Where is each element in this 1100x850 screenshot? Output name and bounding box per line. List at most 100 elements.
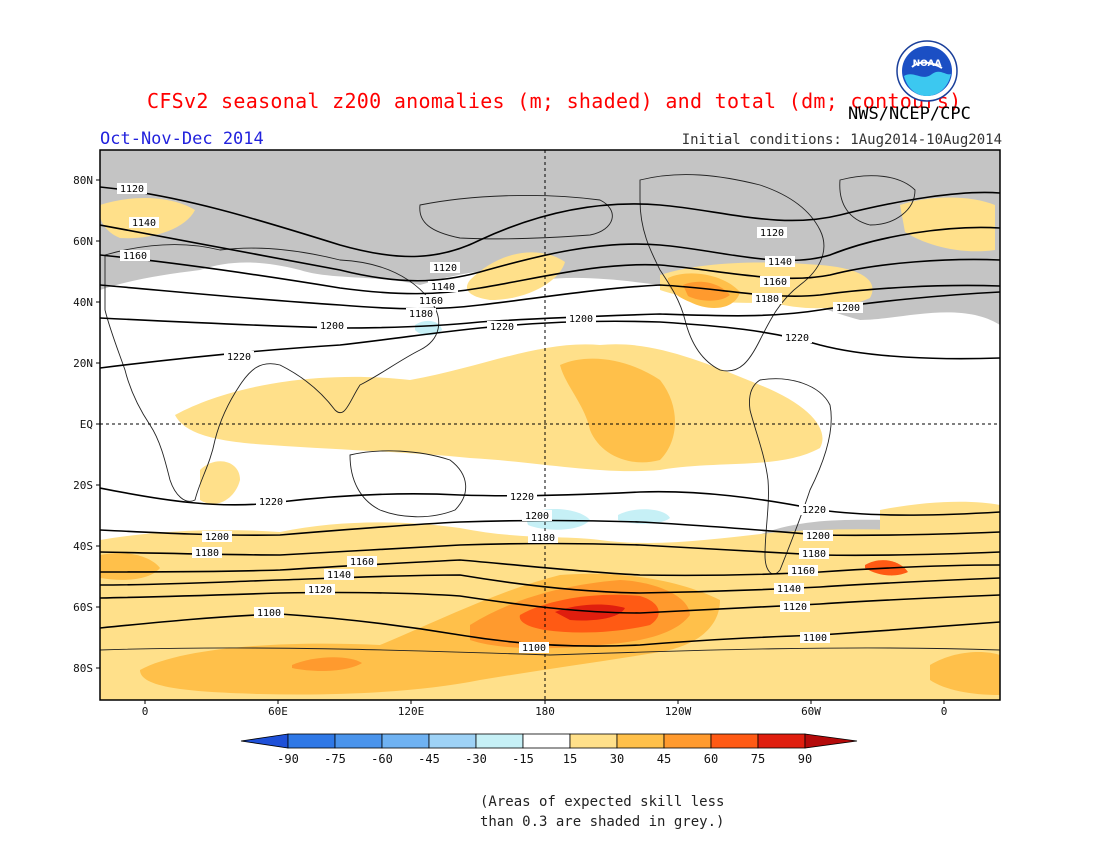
noaa-logo-text: NOAA [913, 59, 942, 69]
contour-label-text: 1160 [350, 557, 374, 568]
colorbar-label: 45 [657, 752, 671, 766]
colorbar-arrow-right [804, 733, 858, 749]
contour-label-text: 1200 [569, 314, 593, 325]
colorbar-label: -60 [371, 752, 393, 766]
lat-label: EQ [80, 418, 93, 431]
colorbar-box [381, 733, 430, 749]
skill-footnote-line2: than 0.3 are shaded in grey.) [480, 814, 725, 830]
contour-label-text: 1160 [791, 566, 815, 577]
contour-label: 1180 [799, 548, 829, 560]
lat-label: 20N [73, 357, 93, 370]
colorbar-box [616, 733, 665, 749]
colorbar-box [569, 733, 618, 749]
lat-label: 80S [73, 662, 93, 675]
skill-footnote-line1: (Areas of expected skill less [480, 794, 725, 810]
contour-label-text: 1100 [803, 633, 827, 644]
contour-label: 1180 [406, 308, 436, 320]
contour-label-text: 1180 [195, 548, 219, 559]
contour-label-text: 1180 [531, 533, 555, 544]
contour-label: 1200 [317, 320, 347, 332]
contour-label: 1140 [129, 217, 159, 229]
contour-label-text: 1180 [409, 309, 433, 320]
contour-label: 1120 [430, 262, 460, 274]
lat-label: 60S [73, 601, 93, 614]
contour-label: 1160 [347, 556, 377, 568]
contour-label-text: 1200 [525, 511, 549, 522]
colorbar-labels: -90 -75 -60 -45 -30 -15 15 30 45 60 75 9… [277, 752, 812, 766]
colorbar-box [710, 733, 759, 749]
contour-label-text: 1160 [123, 251, 147, 262]
contour-label-text: 1120 [783, 602, 807, 613]
lat-label: 20S [73, 479, 93, 492]
colorbar-label: 60 [704, 752, 718, 766]
contour-label-text: 1220 [490, 322, 514, 333]
agency-label: NWS/NCEP/CPC [848, 104, 971, 124]
contour-label: 1100 [800, 632, 830, 644]
lat-label: 40N [73, 296, 93, 309]
contour-label: 1120 [305, 584, 335, 596]
colorbar-box [475, 733, 524, 749]
colorbar-box [757, 733, 806, 749]
contour-label: 1160 [760, 276, 790, 288]
contour-label: 1140 [324, 569, 354, 581]
contour-label: 1100 [519, 642, 549, 654]
colorbar-box [334, 733, 383, 749]
contour-label: 1120 [117, 183, 147, 195]
anomaly-darkred-south [555, 604, 625, 621]
colorbar-label: -75 [324, 752, 346, 766]
anomaly-orange-southeast [930, 652, 1000, 695]
colorbar-label: -45 [418, 752, 440, 766]
colorbar-boxes [240, 733, 858, 749]
contour-label: 1140 [428, 281, 458, 293]
lat-label: 40S [73, 540, 93, 553]
contour-1120-north [100, 186, 1000, 258]
anomaly-yellow-africa [200, 461, 240, 504]
contour-label: 1220 [782, 332, 812, 344]
contour-label: 1100 [254, 607, 284, 619]
contour-label: 1120 [757, 227, 787, 239]
contour-label-text: 1180 [755, 294, 779, 305]
noaa-logo: NOAA [896, 40, 958, 102]
chart-title: CFSv2 seasonal z200 anomalies (m; shaded… [147, 89, 962, 113]
anomaly-darkorange-northeast-pacific [683, 281, 730, 301]
contour-label: 1200 [833, 302, 863, 314]
colorbar-label: -30 [465, 752, 487, 766]
contour-label: 1220 [799, 504, 829, 516]
colorbar-arrow-left [240, 733, 289, 749]
contour-label-text: 1160 [419, 296, 443, 307]
contour-label-text: 1140 [777, 584, 801, 595]
contour-label: 1200 [803, 530, 833, 542]
contour-label-text: 1120 [308, 585, 332, 596]
contour-label-text: 1200 [806, 531, 830, 542]
contour-label-text: 1100 [522, 643, 546, 654]
contour-label: 1220 [224, 351, 254, 363]
contour-label-text: 1120 [433, 263, 457, 274]
colorbar: -90 -75 -60 -45 -30 -15 15 30 45 60 75 9… [240, 733, 858, 766]
colorbar-box [428, 733, 477, 749]
initial-conditions-label: Initial conditions: 1Aug2014-10Aug2014 [681, 132, 1002, 148]
contour-label-text: 1140 [768, 257, 792, 268]
contour-label: 1180 [192, 547, 222, 559]
contour-label: 1160 [788, 565, 818, 577]
contour-label-text: 1160 [763, 277, 787, 288]
latitude-axis: 80N 60N 40N 20N EQ 20S 40S 60S 80S [73, 174, 100, 675]
contour-label-text: 1100 [257, 608, 281, 619]
season-label: Oct-Nov-Dec 2014 [100, 129, 264, 149]
contour-1140-north [100, 224, 1000, 282]
anomaly-orange-central-pacific [560, 358, 675, 463]
anomaly-orange-atlantic-south [100, 553, 160, 580]
contour-label-text: 1200 [205, 532, 229, 543]
contour-label: 1180 [752, 293, 782, 305]
anomaly-lightblue-japan [415, 320, 442, 336]
contour-1180-south [100, 542, 1000, 557]
contour-label: 1140 [774, 583, 804, 595]
contour-label-text: 1200 [320, 321, 344, 332]
lon-label: 120E [398, 705, 425, 718]
lat-label: 80N [73, 174, 93, 187]
lat-label: 60N [73, 235, 93, 248]
contour-label: 1200 [202, 531, 232, 543]
anomaly-lightblue-south-pacific-2 [618, 509, 670, 524]
contour-1160-north [100, 254, 1000, 295]
contour-label-text: 1220 [785, 333, 809, 344]
